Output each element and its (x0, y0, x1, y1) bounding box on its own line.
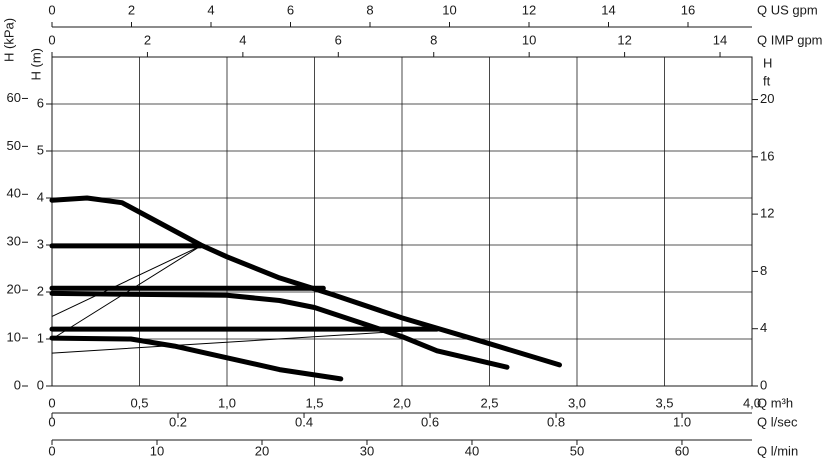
x-tick-label: 2 (144, 32, 151, 47)
curve (49, 290, 510, 370)
x-tick-label: 0.8 (547, 414, 565, 429)
x-tick-label: 2,5 (480, 395, 498, 410)
curve (49, 195, 562, 368)
x-axis-label: Q l/min (757, 443, 798, 458)
y-tick-label: 8 (760, 263, 767, 278)
y-tick-label: 3 (37, 236, 44, 251)
y-tick-label: 2 (37, 283, 44, 298)
x-tick-label: 8 (366, 2, 373, 17)
x-tick-label: 14 (713, 32, 727, 47)
y-axis-unit: ft (763, 73, 771, 88)
x-tick-label: 0.4 (295, 414, 313, 429)
x-tick-label: 1.0 (673, 414, 691, 429)
x-axis-label: Q IMP gpm (757, 32, 823, 47)
curve (51, 245, 202, 340)
y-tick-label: 16 (760, 148, 774, 163)
y-tick-label: 10 (7, 330, 21, 345)
x-tick-label: 40 (465, 443, 479, 458)
y-axis-label: H (kPa) (1, 18, 16, 62)
x-axis-label: Q US gpm (757, 2, 818, 17)
y-tick-label: 12 (760, 206, 774, 221)
x-tick-label: 0 (48, 395, 55, 410)
x-tick-label: 10 (522, 32, 536, 47)
x-tick-label: 4 (207, 2, 214, 17)
x-axis-label: Q m³h (757, 395, 793, 410)
x-tick-label: 60 (675, 443, 689, 458)
x-axis-label: Q l/sec (757, 414, 798, 429)
x-tick-label: 4 (239, 32, 246, 47)
y-axis-label: H (763, 55, 772, 70)
x-tick-label: 6 (335, 32, 342, 47)
y-tick-label: 4 (37, 189, 44, 204)
x-tick-label: 4,0 (743, 395, 761, 410)
curve (51, 245, 202, 317)
x-tick-label: 14 (601, 2, 615, 17)
x-tick-label: 0 (48, 443, 55, 458)
x-tick-label: 6 (287, 2, 294, 17)
y-tick-label: 30 (7, 234, 21, 249)
y-tick-label: 0 (760, 377, 767, 392)
y-tick-label: 20 (760, 91, 774, 106)
y-tick-label: 5 (37, 142, 44, 157)
curve (51, 328, 438, 354)
x-tick-label: 10 (442, 2, 456, 17)
y-tick-label: 0 (37, 377, 44, 392)
x-tick-label: 3,5 (655, 395, 673, 410)
x-tick-label: 1,0 (218, 395, 236, 410)
y-tick-label: 1 (37, 330, 44, 345)
x-tick-label: 12 (522, 2, 536, 17)
x-tick-label: 12 (617, 32, 631, 47)
x-tick-label: 3,0 (568, 395, 586, 410)
x-tick-label: 8 (430, 32, 437, 47)
y-tick-label: 60 (7, 90, 21, 105)
y-tick-label: 6 (37, 95, 44, 110)
x-tick-label: 0 (48, 2, 55, 17)
x-tick-label: 2,0 (393, 395, 411, 410)
curve (49, 335, 344, 382)
x-tick-label: 20 (255, 443, 269, 458)
x-tick-label: 0 (48, 32, 55, 47)
x-tick-label: 10 (150, 443, 164, 458)
x-tick-label: 0.6 (421, 414, 439, 429)
y-tick-label: 40 (7, 186, 21, 201)
y-tick-label: 4 (760, 320, 767, 335)
x-tick-label: 30 (360, 443, 374, 458)
y-tick-label: 0 (14, 377, 21, 392)
y-tick-label: 20 (7, 282, 21, 297)
x-tick-label: 0 (48, 414, 55, 429)
x-tick-label: 50 (570, 443, 584, 458)
x-tick-label: 2 (128, 2, 135, 17)
x-tick-label: 0.2 (169, 414, 187, 429)
x-tick-label: 0,5 (130, 395, 148, 410)
x-tick-label: 16 (681, 2, 695, 17)
y-tick-label: 50 (7, 138, 21, 153)
y-axis-label: H (m) (28, 48, 43, 81)
x-tick-label: 1,5 (305, 395, 323, 410)
